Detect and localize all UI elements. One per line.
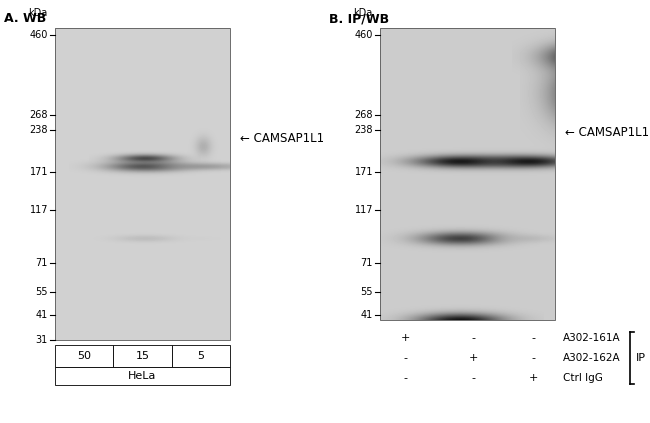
Text: 15: 15 bbox=[135, 351, 150, 361]
Text: +: + bbox=[528, 373, 538, 383]
Text: 117: 117 bbox=[354, 205, 373, 215]
Text: 55: 55 bbox=[36, 287, 48, 297]
Text: -: - bbox=[403, 373, 407, 383]
Text: A302-162A: A302-162A bbox=[563, 353, 621, 363]
Text: 460: 460 bbox=[355, 30, 373, 40]
Text: -: - bbox=[471, 373, 475, 383]
Text: 5: 5 bbox=[198, 351, 204, 361]
Text: 55: 55 bbox=[361, 287, 373, 297]
Text: 41: 41 bbox=[361, 310, 373, 320]
Bar bbox=[380, 28, 555, 320]
Text: A302-161A: A302-161A bbox=[563, 333, 621, 343]
Text: 268: 268 bbox=[354, 110, 373, 120]
Bar bbox=[172, 345, 230, 367]
Text: 41: 41 bbox=[36, 310, 48, 320]
Text: 50: 50 bbox=[77, 351, 91, 361]
Text: Ctrl IgG: Ctrl IgG bbox=[563, 373, 603, 383]
Bar bbox=[55, 345, 113, 367]
Text: +: + bbox=[400, 333, 410, 343]
Text: 238: 238 bbox=[29, 125, 48, 135]
Text: 460: 460 bbox=[30, 30, 48, 40]
Text: A. WB: A. WB bbox=[4, 12, 46, 25]
Text: 238: 238 bbox=[354, 125, 373, 135]
Text: B. IP/WB: B. IP/WB bbox=[329, 12, 389, 25]
Text: -: - bbox=[531, 353, 535, 363]
Text: 117: 117 bbox=[29, 205, 48, 215]
Text: 31: 31 bbox=[36, 335, 48, 345]
Text: 71: 71 bbox=[36, 258, 48, 268]
Text: +: + bbox=[468, 353, 478, 363]
Text: 171: 171 bbox=[354, 167, 373, 177]
Text: -: - bbox=[471, 333, 475, 343]
Text: ← CAMSAP1L1: ← CAMSAP1L1 bbox=[565, 126, 649, 140]
Text: 268: 268 bbox=[29, 110, 48, 120]
Text: -: - bbox=[403, 353, 407, 363]
Bar bbox=[55, 28, 230, 340]
Text: -: - bbox=[531, 333, 535, 343]
Text: kDa: kDa bbox=[28, 8, 47, 18]
Text: 171: 171 bbox=[29, 167, 48, 177]
Text: HeLa: HeLa bbox=[128, 371, 157, 381]
Bar bbox=[55, 367, 230, 385]
Text: IP: IP bbox=[636, 353, 646, 363]
Bar bbox=[113, 345, 172, 367]
Text: kDa: kDa bbox=[353, 8, 372, 18]
Text: 71: 71 bbox=[361, 258, 373, 268]
Text: ← CAMSAP1L1: ← CAMSAP1L1 bbox=[240, 132, 324, 145]
